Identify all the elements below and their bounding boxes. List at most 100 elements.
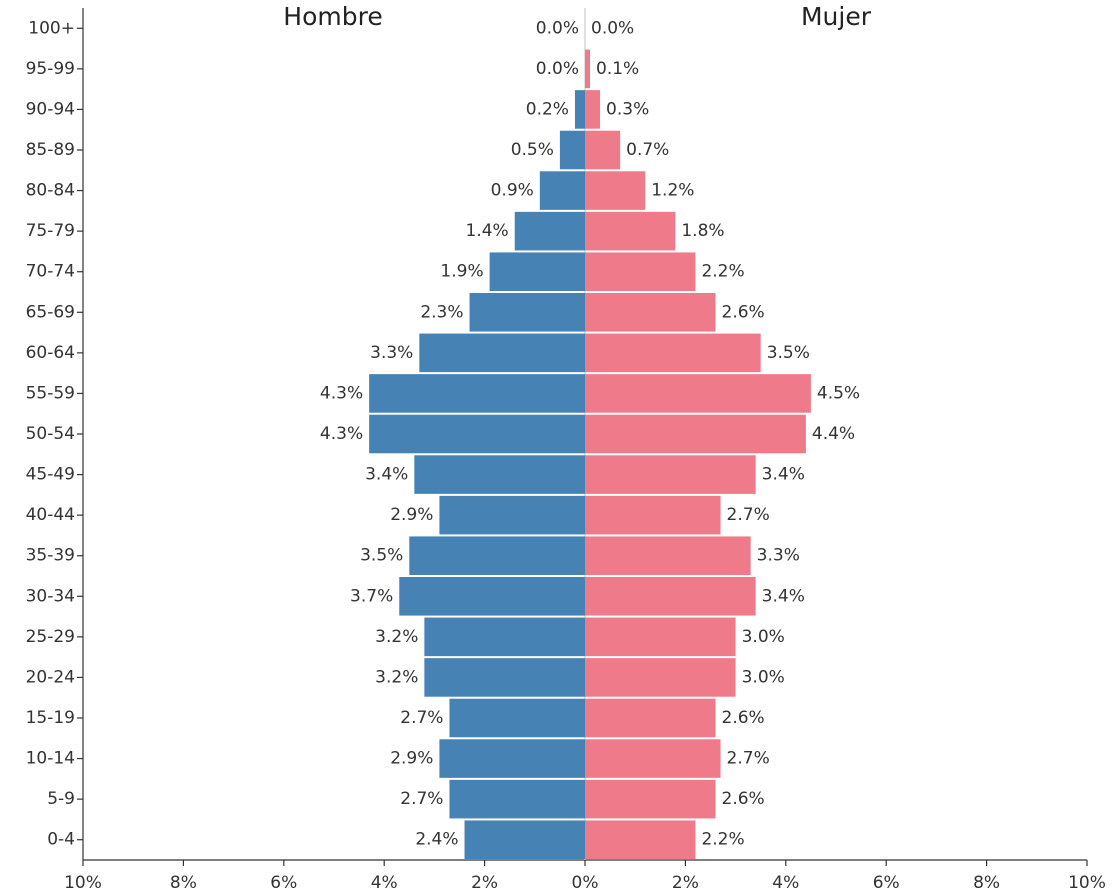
data-label: 4.3% xyxy=(320,424,363,444)
data-label: 0.0% xyxy=(536,59,579,79)
data-label: 3.2% xyxy=(375,627,418,647)
x-tick-label: 8% xyxy=(973,873,1000,893)
bar xyxy=(585,495,721,535)
bar xyxy=(439,495,585,535)
x-tick-label: 6% xyxy=(873,873,900,893)
bar xyxy=(424,658,585,697)
bar xyxy=(585,252,696,291)
bar xyxy=(585,293,716,332)
data-label: 0.3% xyxy=(606,99,649,119)
data-label: 0.9% xyxy=(491,181,534,201)
bar xyxy=(585,739,721,778)
data-label: 3.3% xyxy=(370,343,413,363)
bar xyxy=(464,820,585,859)
data-label: 4.3% xyxy=(320,383,363,403)
bar xyxy=(585,49,591,89)
y-tick-label: 55-59 xyxy=(26,383,75,403)
data-label: 2.7% xyxy=(400,789,443,809)
y-tick-label: 35-39 xyxy=(26,546,75,566)
x-tick-label: 4% xyxy=(371,873,398,893)
y-tick-label: 30-34 xyxy=(26,586,75,606)
data-label: 3.0% xyxy=(742,667,785,687)
bar xyxy=(369,374,585,413)
y-tick-label: 70-74 xyxy=(26,262,75,282)
data-label: 3.0% xyxy=(742,627,785,647)
bar xyxy=(585,617,736,657)
bar xyxy=(585,658,736,697)
bar xyxy=(409,536,585,575)
bar xyxy=(539,171,585,210)
y-tick-label: 65-69 xyxy=(26,302,75,322)
bar xyxy=(399,577,585,616)
y-tick-label: 75-79 xyxy=(26,221,75,241)
bar xyxy=(449,698,585,738)
bar xyxy=(559,130,585,170)
x-tick-label: 2% xyxy=(672,873,699,893)
data-label: 2.7% xyxy=(727,505,770,525)
bar xyxy=(449,779,585,819)
data-label: 3.4% xyxy=(365,465,408,485)
bar xyxy=(469,293,585,332)
bar xyxy=(585,536,751,575)
y-tick-label: 15-19 xyxy=(26,708,75,728)
data-label: 3.4% xyxy=(762,586,805,606)
bar xyxy=(585,455,756,494)
data-label: 4.5% xyxy=(817,383,860,403)
data-label: 3.4% xyxy=(762,465,805,485)
data-label: 1.9% xyxy=(440,262,483,282)
series-title: Mujer xyxy=(801,2,872,31)
data-label: 0.1% xyxy=(596,59,639,79)
data-label: 2.6% xyxy=(722,708,765,728)
x-tick-label: 10% xyxy=(64,873,102,893)
bar xyxy=(585,779,716,819)
data-label: 2.3% xyxy=(420,302,463,322)
data-label: 2.9% xyxy=(390,505,433,525)
x-tick-label: 0% xyxy=(572,873,599,893)
data-label: 0.5% xyxy=(511,140,554,160)
data-label: 2.7% xyxy=(727,749,770,769)
data-label: 1.2% xyxy=(651,181,694,201)
bar xyxy=(585,820,696,859)
data-label: 0.2% xyxy=(526,99,569,119)
x-tick-label: 4% xyxy=(772,873,799,893)
bar xyxy=(514,211,585,251)
y-tick-label: 95-99 xyxy=(26,59,75,79)
bar xyxy=(585,171,646,210)
data-label: 0.0% xyxy=(536,18,579,38)
bar xyxy=(585,577,756,616)
data-label: 0.0% xyxy=(591,18,634,38)
bar xyxy=(369,414,585,454)
y-tick-label: 80-84 xyxy=(26,181,75,201)
y-tick-label: 60-64 xyxy=(26,343,75,363)
data-label: 2.2% xyxy=(701,262,744,282)
y-tick-label: 0-4 xyxy=(47,830,75,850)
y-tick-label: 10-14 xyxy=(26,749,75,769)
data-label: 1.8% xyxy=(681,221,724,241)
data-label: 3.5% xyxy=(767,343,810,363)
bar xyxy=(585,698,716,738)
data-label: 4.4% xyxy=(812,424,855,444)
data-label: 2.9% xyxy=(390,749,433,769)
data-label: 2.7% xyxy=(400,708,443,728)
y-tick-label: 20-24 xyxy=(26,667,75,687)
bar xyxy=(414,455,585,494)
data-label: 2.6% xyxy=(722,302,765,322)
data-label: 0.7% xyxy=(626,140,669,160)
bar xyxy=(585,414,806,454)
y-tick-label: 45-49 xyxy=(26,465,75,485)
bar xyxy=(439,739,585,778)
series-title: Hombre xyxy=(283,2,382,31)
data-label: 2.6% xyxy=(722,789,765,809)
bar xyxy=(419,333,585,373)
y-tick-label: 25-29 xyxy=(26,627,75,647)
bar xyxy=(424,617,585,657)
x-tick-label: 6% xyxy=(270,873,297,893)
bar xyxy=(585,374,811,413)
bar xyxy=(574,90,585,129)
x-tick-label: 8% xyxy=(170,873,197,893)
data-label: 3.2% xyxy=(375,667,418,687)
x-tick-label: 10% xyxy=(1068,873,1106,893)
data-label: 3.5% xyxy=(360,546,403,566)
y-tick-label: 5-9 xyxy=(47,789,75,809)
